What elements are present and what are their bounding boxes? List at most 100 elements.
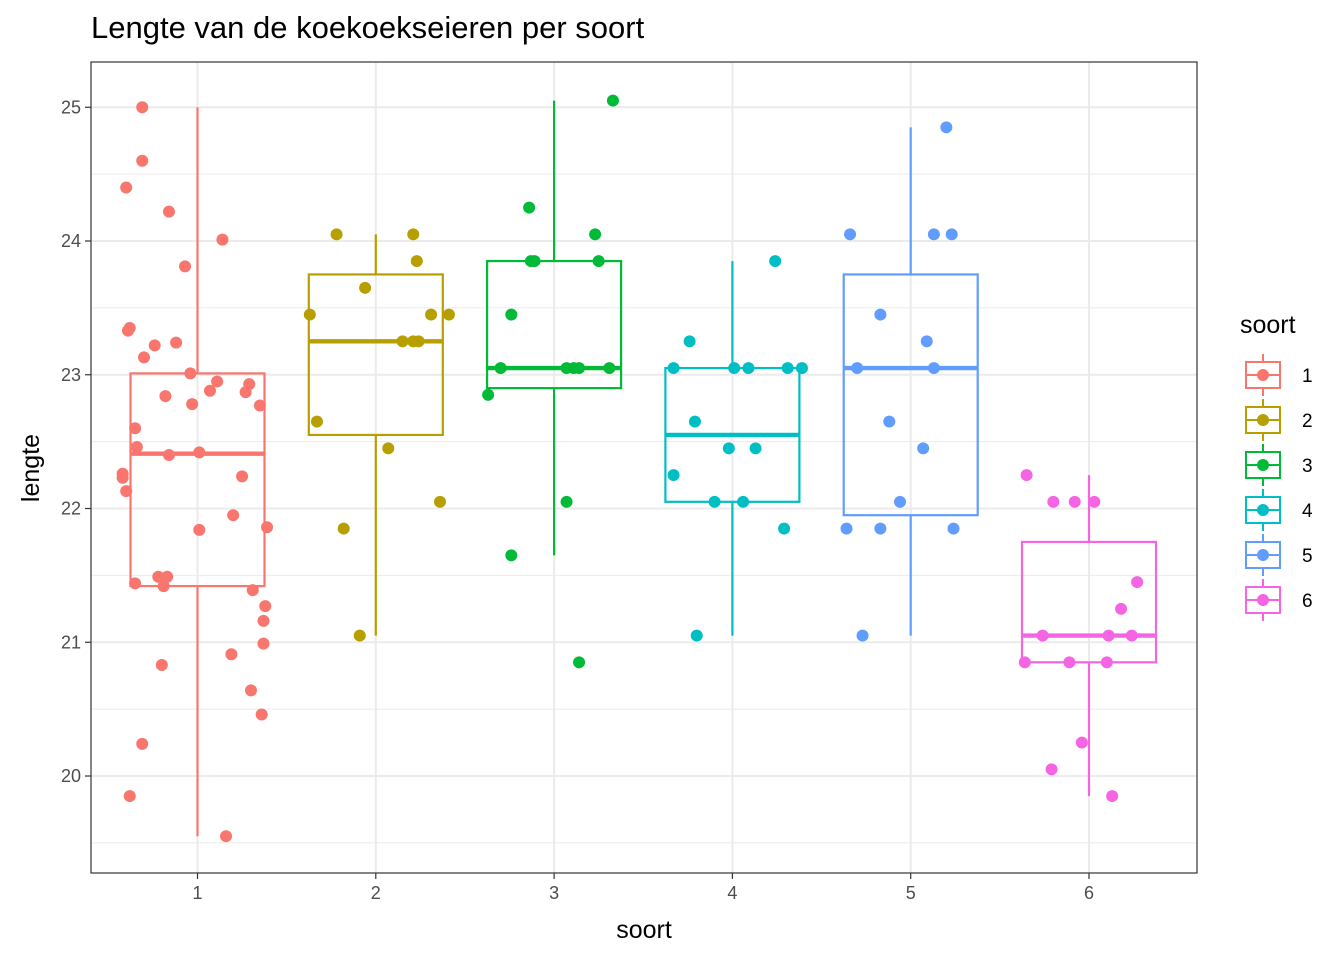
box	[486, 259, 623, 390]
data-point	[244, 684, 257, 697]
data-point	[410, 255, 423, 268]
data-point	[874, 522, 887, 535]
data-point	[123, 790, 136, 803]
data-point	[193, 446, 206, 459]
data-point	[523, 201, 536, 214]
data-point	[136, 154, 149, 167]
legend: soort 1 2 3 4 5 6	[1240, 311, 1313, 621]
data-point	[1068, 495, 1081, 508]
panel-border	[90, 61, 1198, 874]
x-tick-label: 5	[906, 883, 916, 903]
data-point	[442, 308, 455, 321]
data-point	[728, 362, 741, 375]
data-point	[227, 509, 240, 522]
data-point	[482, 388, 495, 401]
data-point	[505, 308, 518, 321]
data-point	[259, 600, 272, 613]
boxplot-3	[486, 100, 623, 556]
data-point	[186, 398, 199, 411]
data-point	[940, 121, 953, 134]
x-tick-label: 3	[549, 883, 559, 903]
legend-key-point	[1257, 459, 1269, 471]
legend-label: 3	[1302, 456, 1313, 477]
data-point	[216, 233, 229, 246]
data-point	[407, 335, 420, 348]
data-point	[162, 205, 175, 218]
data-point	[795, 362, 808, 375]
data-point	[1036, 629, 1049, 642]
y-axis: 20 21 22 23 24 25	[61, 97, 91, 786]
data-point	[840, 522, 853, 535]
data-point	[917, 442, 930, 455]
legend-item-5: 5	[1245, 534, 1313, 576]
data-point	[592, 255, 605, 268]
data-point	[159, 390, 172, 403]
data-point	[524, 255, 537, 268]
data-point	[742, 362, 755, 375]
data-point	[573, 656, 586, 669]
data-point	[359, 281, 372, 294]
data-point	[1102, 629, 1115, 642]
box	[842, 273, 979, 517]
legend-title: soort	[1240, 311, 1296, 339]
data-point	[310, 415, 323, 428]
data-point	[947, 522, 960, 535]
data-point	[945, 228, 958, 241]
data-point	[211, 375, 224, 388]
data-point	[152, 570, 165, 583]
legend-key-point	[1257, 549, 1269, 561]
x-tick-label: 4	[727, 883, 737, 903]
data-point	[184, 367, 197, 380]
legend-label: 5	[1302, 546, 1313, 567]
data-point	[253, 399, 266, 412]
x-tick-label: 1	[192, 883, 202, 903]
x-tick-label: 2	[371, 883, 381, 903]
legend-key-point	[1257, 414, 1269, 426]
data-point	[606, 94, 619, 107]
data-point	[1063, 656, 1076, 669]
data-point	[162, 449, 175, 461]
data-point	[120, 485, 133, 498]
data-point	[123, 321, 136, 334]
data-point	[225, 648, 238, 661]
boxplot-5	[842, 127, 979, 636]
legend-key-point	[1257, 369, 1269, 381]
legend-key-point	[1257, 594, 1269, 606]
data-point	[1100, 656, 1113, 669]
data-point	[1088, 495, 1101, 508]
y-tick-label: 25	[61, 97, 81, 117]
legend-key-point	[1257, 504, 1269, 516]
data-point	[737, 495, 750, 508]
data-point	[203, 384, 216, 397]
data-point	[1125, 629, 1138, 642]
data-point	[927, 362, 940, 375]
legend-label: 1	[1302, 366, 1313, 387]
data-point	[170, 336, 183, 349]
data-point	[688, 415, 701, 428]
legend-label: 2	[1302, 411, 1313, 432]
data-point	[874, 308, 887, 321]
legend-item-2: 2	[1245, 399, 1313, 441]
data-point	[667, 362, 680, 375]
data-point	[1018, 656, 1031, 669]
data-point	[257, 637, 270, 650]
data-point	[330, 228, 343, 241]
data-point	[425, 308, 438, 321]
data-point	[407, 228, 420, 241]
box	[129, 372, 266, 588]
y-tick-label: 23	[61, 365, 81, 385]
y-tick-label: 21	[61, 632, 81, 652]
data-point	[120, 181, 133, 194]
data-point	[749, 442, 762, 455]
minor-gridlines	[91, 173, 1197, 844]
x-tick-label: 6	[1084, 883, 1094, 903]
data-point	[179, 260, 192, 273]
y-tick-label: 20	[61, 766, 81, 786]
data-point	[255, 708, 268, 721]
data-point	[220, 830, 233, 843]
data-point	[844, 228, 857, 241]
legend-item-1: 1	[1245, 354, 1313, 396]
data-point	[1106, 790, 1119, 803]
y-tick-label: 22	[61, 499, 81, 519]
